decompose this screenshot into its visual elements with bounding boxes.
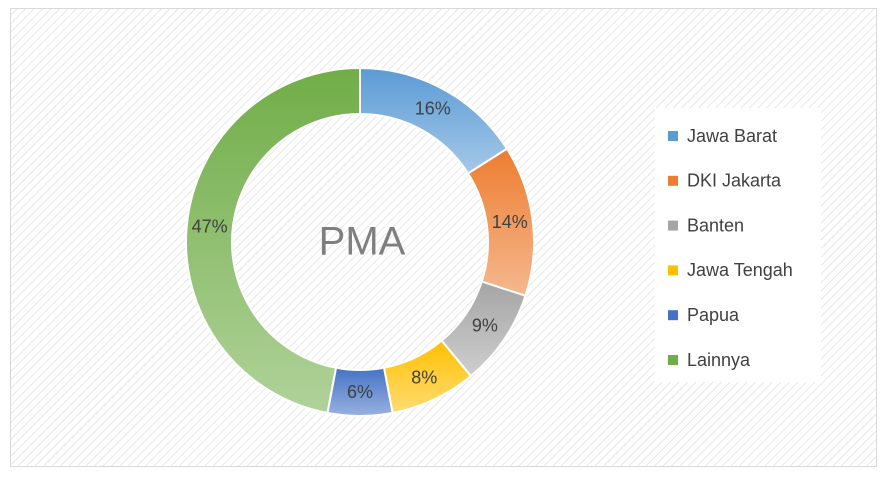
legend-swatch [668,131,678,141]
legend-swatch [668,265,678,276]
legend-label: Lainnya [687,350,751,370]
legend-swatch [668,220,678,231]
legend-label: Papua [687,305,740,325]
data-label: 47% [192,217,228,237]
chart-title: PMA [319,220,406,264]
data-label: 6% [347,382,373,402]
data-label: 16% [415,98,451,118]
legend-swatch [668,310,678,321]
legend-label: Jawa Tengah [687,260,793,280]
donut-segment [185,66,361,415]
legend-swatch [668,355,678,365]
legend-box [655,108,821,382]
legend-label: Banten [687,215,744,235]
legend-swatch [668,175,678,186]
legend-label: Jawa Barat [687,126,777,146]
data-label: 8% [411,367,437,387]
legend-label: DKI Jakarta [687,171,782,191]
data-label: 14% [492,212,528,232]
data-label: 9% [472,316,498,336]
